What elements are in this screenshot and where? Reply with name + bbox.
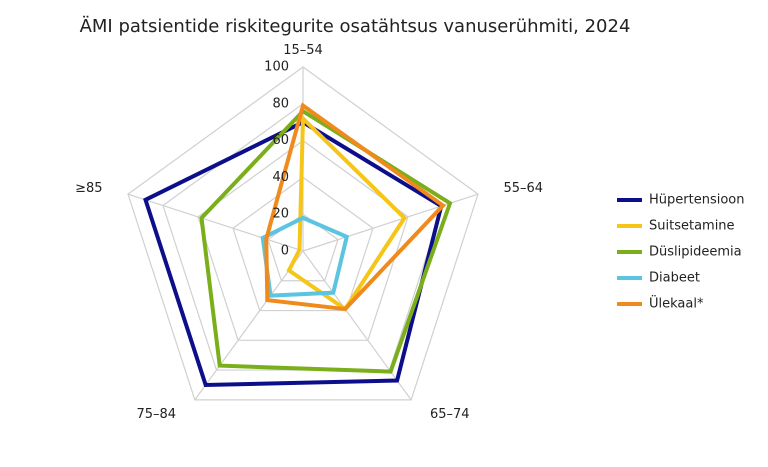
series-line [260, 215, 350, 298]
chart-title: ÄMI patsientide riskitegurite osatähtsus… [80, 16, 631, 37]
legend-label: Suitsetamine [649, 219, 735, 234]
y-tick-label: 80 [272, 96, 289, 111]
legend-label: Diabeet [649, 271, 700, 286]
y-tick-label: 20 [272, 207, 289, 222]
category-label: 15–54 [283, 43, 323, 58]
series-line [286, 113, 408, 312]
series-line [264, 102, 447, 312]
series-line [199, 108, 453, 374]
category-label: 65–74 [430, 407, 470, 422]
category-label: 75–84 [136, 407, 176, 422]
category-label: 55–64 [503, 181, 543, 196]
series-line [143, 119, 444, 388]
legend-label: Ülekaal* [649, 295, 704, 312]
grid-line [127, 66, 479, 401]
legend-label: Hüpertensioon [649, 193, 744, 208]
y-tick-label: 100 [264, 60, 289, 75]
spoke [127, 193, 304, 252]
y-tick-label: 40 [272, 170, 289, 185]
spoke [302, 250, 412, 401]
spoke [194, 250, 304, 401]
legend-label: Düslipideemia [649, 245, 742, 260]
grid-line [232, 176, 374, 312]
y-tick-label: 0 [281, 244, 289, 259]
category-label: ≥85 [75, 181, 102, 196]
y-tick-label: 60 [272, 133, 289, 148]
